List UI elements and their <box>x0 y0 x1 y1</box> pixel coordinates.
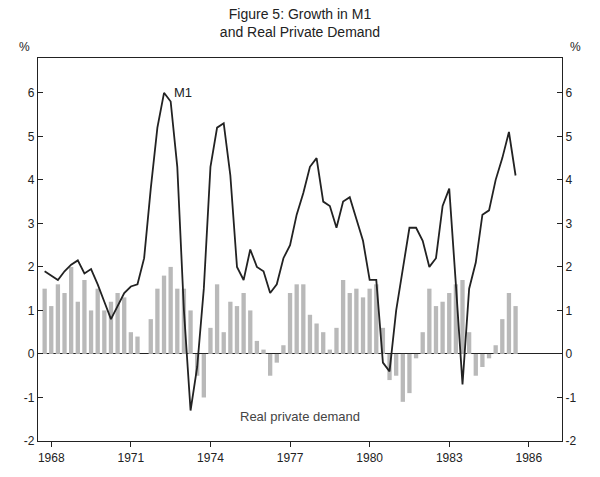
svg-text:0: 0 <box>566 347 573 361</box>
svg-text:Figure 5: Growth in M1and Real: Figure 5: Growth in M1and Real Private D… <box>220 6 380 40</box>
svg-text:%: % <box>19 40 30 54</box>
svg-text:1986: 1986 <box>515 451 542 465</box>
svg-text:-1: -1 <box>566 391 577 405</box>
svg-text:3: 3 <box>28 217 35 231</box>
svg-text:2: 2 <box>28 260 35 274</box>
svg-text:1983: 1983 <box>436 451 463 465</box>
svg-text:1968: 1968 <box>38 451 65 465</box>
svg-text:-2: -2 <box>566 434 577 448</box>
svg-text:Real private demand: Real private demand <box>240 409 360 424</box>
svg-text:-1: -1 <box>24 391 35 405</box>
svg-text:1: 1 <box>28 304 35 318</box>
svg-text:6: 6 <box>566 86 573 100</box>
svg-text:4: 4 <box>566 173 573 187</box>
svg-text:5: 5 <box>566 130 573 144</box>
svg-text:1974: 1974 <box>197 451 224 465</box>
svg-text:-2: -2 <box>24 434 35 448</box>
svg-text:5: 5 <box>28 130 35 144</box>
svg-text:M1: M1 <box>174 85 192 100</box>
svg-text:2: 2 <box>566 260 573 274</box>
svg-text:1: 1 <box>566 304 573 318</box>
svg-text:6: 6 <box>28 86 35 100</box>
svg-text:1971: 1971 <box>118 451 145 465</box>
svg-text:1977: 1977 <box>277 451 304 465</box>
svg-text:1980: 1980 <box>356 451 383 465</box>
svg-text:0: 0 <box>28 347 35 361</box>
svg-text:4: 4 <box>28 173 35 187</box>
svg-text:%: % <box>570 40 581 54</box>
svg-text:3: 3 <box>566 217 573 231</box>
